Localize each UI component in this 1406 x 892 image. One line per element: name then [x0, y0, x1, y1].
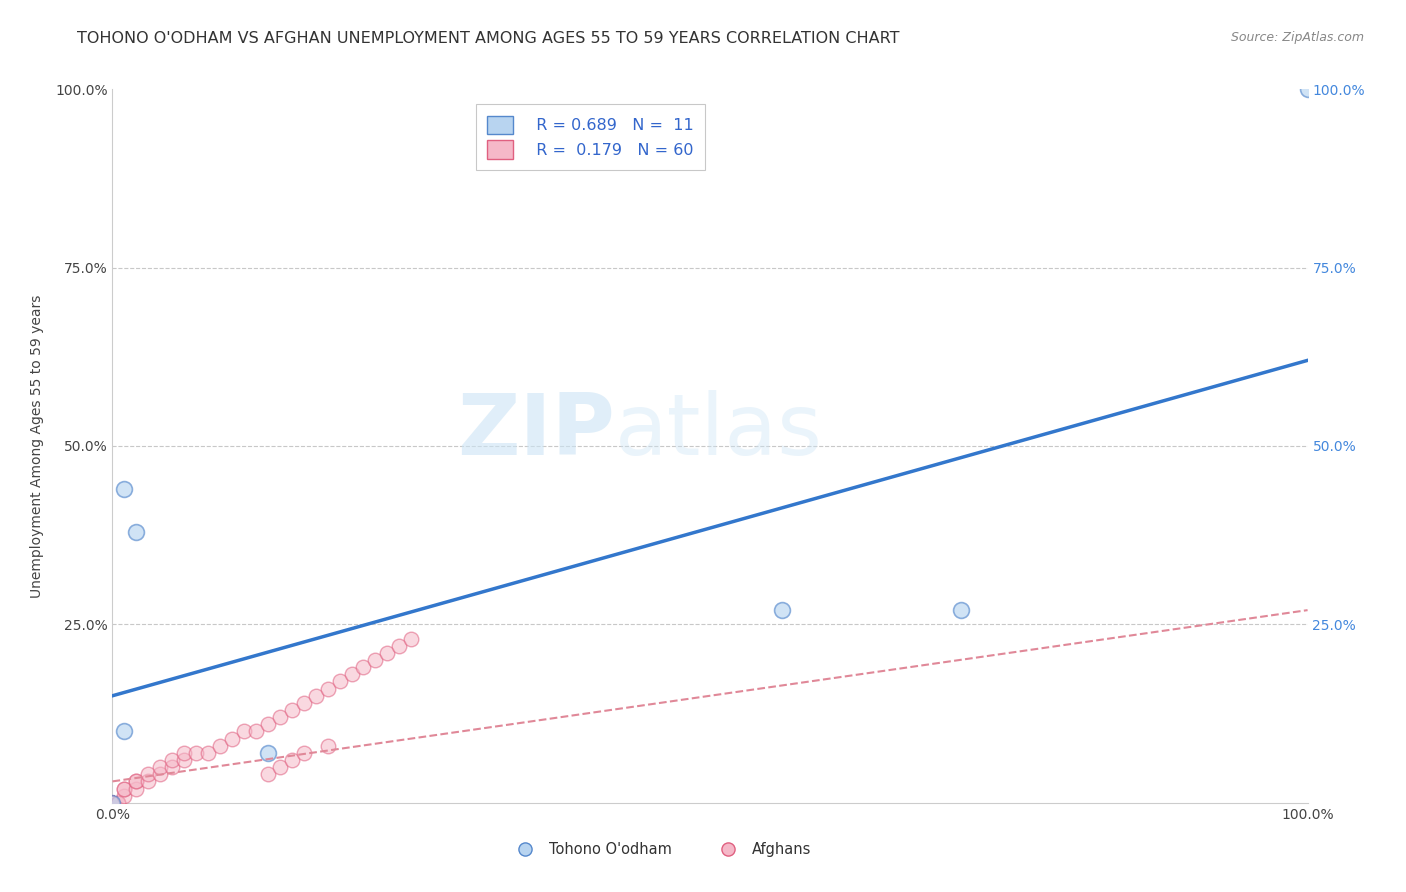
Point: [107, 796, 129, 810]
Text: Source: ZipAtlas.com: Source: ZipAtlas.com: [1230, 31, 1364, 45]
Point: [364, 653, 387, 667]
Point: [125, 774, 148, 789]
Point: [352, 660, 374, 674]
Point: [101, 796, 124, 810]
Text: atlas: atlas: [614, 390, 823, 474]
Point: [101, 796, 124, 810]
Point: [101, 796, 124, 810]
Point: [281, 703, 304, 717]
Text: Tohono O'odham: Tohono O'odham: [548, 842, 672, 856]
Point: [340, 667, 363, 681]
Point: [377, 646, 399, 660]
Point: [114, 781, 135, 796]
Point: [101, 796, 124, 810]
Legend:   R = 0.689   N =  11,   R =  0.179   N = 60: R = 0.689 N = 11, R = 0.179 N = 60: [477, 104, 704, 170]
Point: [101, 796, 124, 810]
Point: [245, 724, 267, 739]
Point: [101, 796, 124, 810]
Point: [257, 746, 280, 760]
Point: [269, 710, 291, 724]
Point: [101, 796, 124, 810]
Point: [101, 796, 124, 810]
Text: TOHONO O'ODHAM VS AFGHAN UNEMPLOYMENT AMONG AGES 55 TO 59 YEARS CORRELATION CHAR: TOHONO O'ODHAM VS AFGHAN UNEMPLOYMENT AM…: [77, 31, 900, 46]
Point: [305, 689, 328, 703]
Point: [257, 767, 280, 781]
Point: [221, 731, 243, 746]
Point: [101, 796, 124, 810]
Point: [1296, 82, 1319, 96]
Point: [149, 760, 172, 774]
Point: [101, 796, 124, 810]
Point: [770, 603, 793, 617]
Point: [125, 781, 148, 796]
Point: [197, 746, 219, 760]
Point: [125, 774, 148, 789]
Point: [316, 739, 339, 753]
Point: [101, 796, 124, 810]
Point: [316, 681, 339, 696]
Point: [162, 760, 183, 774]
Point: [257, 717, 280, 731]
Point: [101, 796, 124, 810]
Point: [114, 789, 135, 803]
Point: [114, 482, 135, 496]
Point: [101, 796, 124, 810]
Point: [101, 796, 124, 810]
Point: [149, 767, 172, 781]
Point: [209, 739, 232, 753]
Point: [292, 746, 315, 760]
Point: [513, 842, 536, 856]
Point: [101, 796, 124, 810]
Point: [401, 632, 423, 646]
Point: [173, 746, 195, 760]
Point: [162, 753, 183, 767]
Y-axis label: Unemployment Among Ages 55 to 59 years: Unemployment Among Ages 55 to 59 years: [30, 294, 44, 598]
Point: [101, 796, 124, 810]
Text: ZIP: ZIP: [457, 390, 614, 474]
Point: [329, 674, 352, 689]
Point: [138, 767, 160, 781]
Point: [173, 753, 195, 767]
Point: [101, 796, 124, 810]
Point: [281, 753, 304, 767]
Point: [101, 796, 124, 810]
Point: [269, 760, 291, 774]
Point: [101, 796, 124, 810]
Point: [292, 696, 315, 710]
Point: [125, 524, 148, 539]
Point: [950, 603, 973, 617]
Point: [717, 842, 740, 856]
Point: [186, 746, 208, 760]
Point: [138, 774, 160, 789]
Point: [114, 724, 135, 739]
Text: Afghans: Afghans: [752, 842, 811, 856]
Point: [107, 796, 129, 810]
Point: [114, 781, 135, 796]
Point: [101, 796, 124, 810]
Point: [388, 639, 411, 653]
Point: [101, 796, 124, 810]
Point: [233, 724, 256, 739]
